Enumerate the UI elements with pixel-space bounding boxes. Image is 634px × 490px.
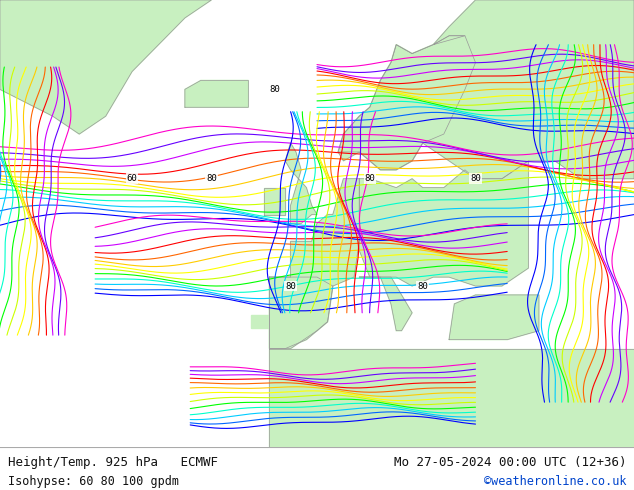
Polygon shape [449, 295, 539, 340]
Text: 80: 80 [470, 174, 481, 183]
Text: 80: 80 [269, 85, 280, 94]
Polygon shape [0, 0, 211, 134]
Text: 80: 80 [206, 174, 217, 183]
Polygon shape [269, 277, 333, 348]
Polygon shape [185, 80, 249, 107]
Polygon shape [338, 36, 476, 170]
Polygon shape [252, 315, 277, 328]
Text: 80: 80 [285, 281, 296, 291]
Polygon shape [269, 179, 359, 348]
Text: Mo 27-05-2024 00:00 UTC (12+36): Mo 27-05-2024 00:00 UTC (12+36) [394, 456, 626, 469]
Polygon shape [359, 277, 412, 331]
Text: 80: 80 [417, 281, 428, 291]
Polygon shape [285, 143, 317, 223]
Text: 60: 60 [127, 174, 138, 183]
Text: 80: 80 [365, 174, 375, 183]
Polygon shape [269, 348, 634, 447]
Polygon shape [264, 188, 285, 215]
Polygon shape [338, 0, 634, 179]
Text: Isohypse: 60 80 100 gpdm: Isohypse: 60 80 100 gpdm [8, 475, 179, 488]
Text: ©weatheronline.co.uk: ©weatheronline.co.uk [484, 475, 626, 488]
Text: Height/Temp. 925 hPa   ECMWF: Height/Temp. 925 hPa ECMWF [8, 456, 217, 469]
Polygon shape [359, 161, 528, 286]
